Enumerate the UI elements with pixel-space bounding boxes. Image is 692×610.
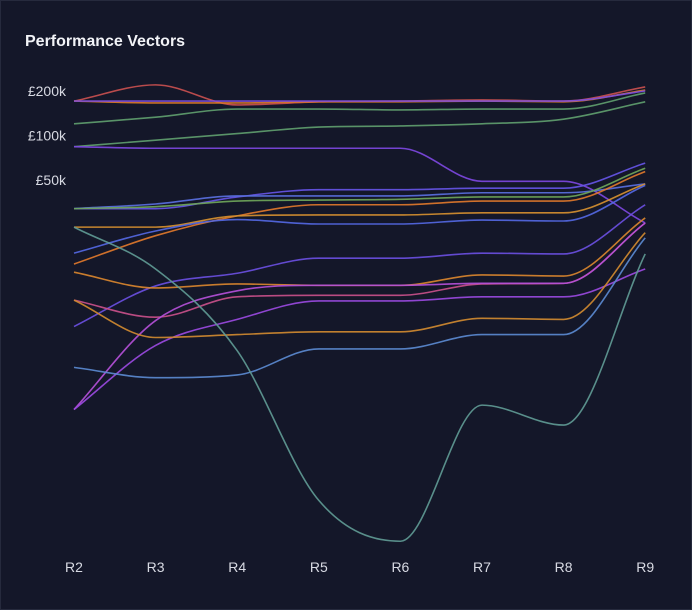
x-tick-label: R7 [473, 559, 491, 575]
x-tick-label: R8 [555, 559, 573, 575]
series-line-11[interactable] [74, 183, 646, 228]
series-line-5[interactable] [73, 101, 646, 148]
series-line-7[interactable] [73, 162, 646, 210]
x-axis: R2 R3 R4 R5 R6 R7 R8 R9 [65, 559, 654, 575]
series-line-6[interactable] [73, 145, 646, 224]
series-line-4[interactable] [73, 92, 646, 125]
y-tick-label: £50k [36, 172, 67, 188]
series-line-17[interactable] [73, 268, 646, 411]
x-tick-label: R2 [65, 559, 83, 575]
series-line-9[interactable] [73, 167, 646, 210]
series-line-14[interactable] [73, 217, 646, 289]
series-line-12[interactable] [73, 184, 646, 254]
series-lines [73, 84, 646, 543]
series-line-18[interactable] [73, 232, 646, 339]
series-line-3[interactable] [74, 90, 646, 102]
series-line-19[interactable] [73, 237, 646, 379]
chart-title: Performance Vectors [25, 33, 186, 50]
series-line-20[interactable] [73, 226, 646, 543]
series-line-13[interactable] [73, 204, 646, 328]
series-line-8[interactable] [73, 183, 646, 210]
x-tick-label: R9 [636, 559, 654, 575]
y-axis: £200k £100k £50k [28, 83, 67, 188]
x-tick-label: R6 [391, 559, 409, 575]
y-tick-label: £100k [28, 128, 67, 144]
x-tick-label: R5 [310, 559, 328, 575]
series-line-16[interactable] [73, 222, 646, 411]
series-line-10[interactable] [73, 170, 646, 265]
x-tick-label: R3 [147, 559, 165, 575]
series-line-15[interactable] [73, 222, 646, 319]
y-tick-label: £200k [28, 83, 67, 99]
x-tick-label: R4 [228, 559, 246, 575]
